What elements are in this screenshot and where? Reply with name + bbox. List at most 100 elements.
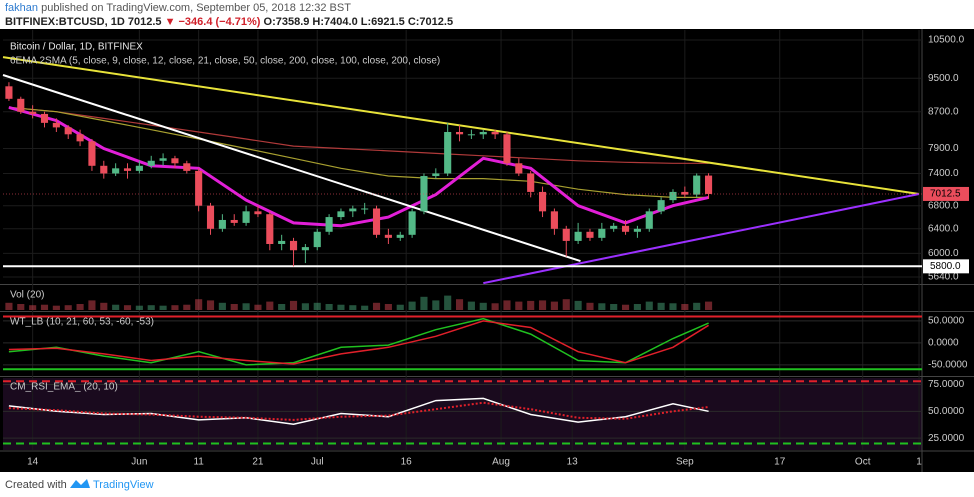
candle-body [325, 217, 333, 232]
candle-body [598, 228, 606, 238]
pane-title: WT_LB (10, 21, 60, 53, -60, -53) [10, 317, 154, 328]
overlay-line [8, 106, 709, 164]
candle-body [681, 191, 689, 195]
volume-bar [301, 303, 309, 310]
volume-bar [503, 300, 511, 310]
symbol-line: BITFINEX:BTCUSD, 1D 7012.5 ▼ −346.4 (−4.… [5, 16, 453, 28]
y-tick-label: 0.0000 [928, 338, 959, 349]
volume-bar [669, 303, 677, 310]
candle-body [76, 134, 84, 142]
volume-bar [574, 300, 582, 310]
y-tick-label: 7400.0 [928, 168, 959, 179]
candle-body [527, 173, 535, 192]
x-tick-label: 17 [774, 457, 786, 468]
volume-bar [147, 305, 155, 310]
candle-body [491, 131, 499, 135]
volume-bar [384, 304, 392, 310]
candle-body [586, 231, 594, 238]
pane-title: CM_RSI_EMA_ (20, 10) [10, 382, 118, 393]
candle-body [574, 231, 582, 241]
candle-body [669, 191, 677, 201]
volume-bar [527, 300, 535, 310]
candle-body [218, 219, 226, 229]
indicator-line [8, 401, 709, 421]
volume-bar [621, 304, 630, 310]
candle-body [112, 168, 120, 174]
volume-bar [633, 304, 641, 310]
y-tick-label: 6400.0 [928, 223, 959, 234]
volume-bar [52, 305, 60, 310]
candle-body [610, 225, 618, 229]
volume-bar [183, 304, 191, 310]
x-tick-label: Oct [855, 457, 871, 468]
y-tick-label: 50.0000 [928, 316, 965, 327]
y-tick-label: -50.0000 [928, 360, 968, 371]
volume-bar [123, 305, 132, 310]
candle-body [206, 205, 215, 229]
y-tick-label: 25.0000 [928, 433, 965, 444]
volume-bar [491, 303, 499, 310]
x-tick-label: Jun [131, 457, 147, 468]
volume-bar [432, 300, 440, 310]
candle-body [633, 228, 641, 232]
candle-body [17, 98, 25, 112]
volume-bar [289, 300, 298, 310]
footer-created: Created with [5, 479, 67, 491]
volume-bar [100, 302, 108, 310]
tv-logo [70, 479, 90, 488]
ohlc: O:7358.9 H:7404.0 L:6921.5 C:7012.5 [264, 16, 454, 28]
price-tag [923, 186, 969, 201]
volume-bar [337, 304, 345, 310]
volume-bar [313, 302, 321, 310]
indicator-line [8, 320, 709, 365]
candle-body [550, 211, 558, 229]
candle-body [562, 228, 570, 241]
volume-bar [218, 302, 226, 310]
volume-bar [5, 302, 13, 310]
x-tick-label: 14 [27, 457, 39, 468]
candle-body [467, 134, 475, 136]
candle-body [64, 127, 72, 135]
volume-bar [171, 305, 179, 310]
volume-bar [195, 299, 203, 310]
candle-body [515, 163, 523, 174]
published: published on TradingView.com, September … [41, 2, 351, 14]
candle-body [693, 175, 701, 195]
footer-brand[interactable]: TradingView [93, 479, 154, 491]
x-tick-label: 1 [916, 457, 922, 468]
candle-body [278, 240, 286, 244]
volume-bar [444, 295, 452, 310]
candle-body [242, 211, 250, 223]
volume-bar [645, 301, 653, 310]
price-tag [923, 259, 969, 274]
volume-bar [159, 305, 167, 310]
price-tag-label: 7012.5 [930, 189, 961, 200]
volume-bar [64, 305, 72, 310]
volume-bar [610, 304, 618, 310]
trendline [483, 193, 920, 285]
volume-bar [29, 305, 37, 310]
volume-bar [467, 301, 475, 310]
x-tick-label: Aug [492, 457, 510, 468]
candle-body [313, 231, 321, 248]
candle-body [135, 165, 143, 171]
candle-body [361, 208, 369, 210]
overlay-line [8, 105, 709, 228]
candle-body [444, 131, 452, 174]
candle-body [266, 214, 274, 244]
candle-body [384, 234, 392, 238]
candle-body [372, 208, 381, 235]
candle-body [479, 131, 487, 135]
y-tick-label: 9500.0 [928, 73, 959, 84]
symbol: BITFINEX:BTCUSD, 1D [5, 16, 125, 28]
candle-body [538, 191, 547, 212]
volume-bar [230, 304, 238, 310]
candle-body [171, 158, 179, 164]
volume-bar [586, 302, 594, 310]
volume-bar [408, 301, 416, 310]
volume-bar [242, 303, 250, 310]
author[interactable]: fakhan [5, 2, 38, 14]
volume-bar [420, 296, 428, 310]
candle-body [195, 170, 203, 206]
